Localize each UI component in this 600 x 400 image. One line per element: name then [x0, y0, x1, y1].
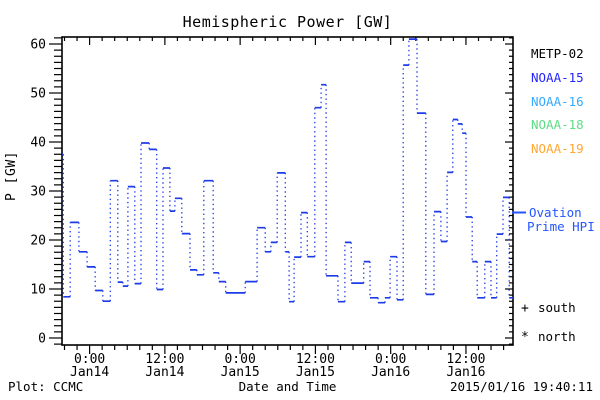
x-tick-time: 12:00 — [296, 352, 335, 367]
x-tick-date: Jan14 — [145, 365, 184, 380]
legend-item-noaa-16: NOAA-16 — [531, 93, 584, 109]
y-tick-label: 50 — [30, 87, 46, 102]
y-tick-label: 0 — [38, 331, 46, 346]
x-axis-label: Date and Time — [238, 379, 337, 394]
legend-item-noaa-15: NOAA-15 — [531, 69, 584, 85]
y-tick-label: 40 — [30, 136, 46, 151]
south-label: south — [538, 300, 576, 315]
x-tick-time: 12:00 — [145, 352, 184, 367]
ovation-legend-line2: Prime HPI — [527, 219, 595, 234]
page-title: Hemispheric Power [GW] — [182, 13, 393, 31]
x-tick-date: Jan15 — [296, 365, 335, 380]
x-tick-labels: 0:00Jan1412:00Jan140:00Jan1512:00Jan150:… — [70, 352, 485, 380]
legend-south-marker: + south — [521, 300, 576, 316]
legend-item-noaa-19: NOAA-19 — [531, 141, 584, 156]
x-tick-date: Jan14 — [70, 365, 109, 380]
x-tick-date: Jan15 — [221, 365, 260, 380]
y-tick-label: 10 — [30, 282, 46, 297]
y-tick-label: 60 — [30, 38, 46, 53]
asterisk-icon: * — [521, 330, 529, 345]
axis-ticks — [49, 37, 513, 354]
ovation-dash-icon — [512, 211, 526, 214]
legend-item-metp-02: METP-02 — [531, 46, 584, 61]
y-tick-labels: 0 10 20 30 40 50 60 — [30, 38, 46, 347]
legend-item-noaa-18: NOAA-18 — [531, 117, 584, 133]
y-tick-label: 20 — [30, 233, 46, 248]
x-tick-date: Jan16 — [371, 365, 410, 380]
data-series-ovation-prime-hpi — [62, 38, 513, 304]
x-tick-time: 0:00 — [375, 352, 406, 367]
ovation-legend-line1: Ovation — [529, 205, 582, 220]
x-tick-time: 0:00 — [74, 352, 105, 367]
x-tick-time: 0:00 — [224, 352, 255, 367]
plus-icon: + — [521, 301, 529, 316]
x-tick-time: 12:00 — [446, 352, 485, 367]
north-label: north — [538, 329, 576, 344]
x-tick-date: Jan16 — [446, 365, 485, 380]
axis-box — [61, 36, 514, 346]
legend-north-marker: * north — [521, 329, 576, 345]
plot-timestamp: 2015/01/16 19:40:11 — [450, 379, 593, 394]
y-tick-label: 30 — [30, 185, 46, 200]
plot-source-label: Plot: CCMC — [8, 379, 84, 394]
